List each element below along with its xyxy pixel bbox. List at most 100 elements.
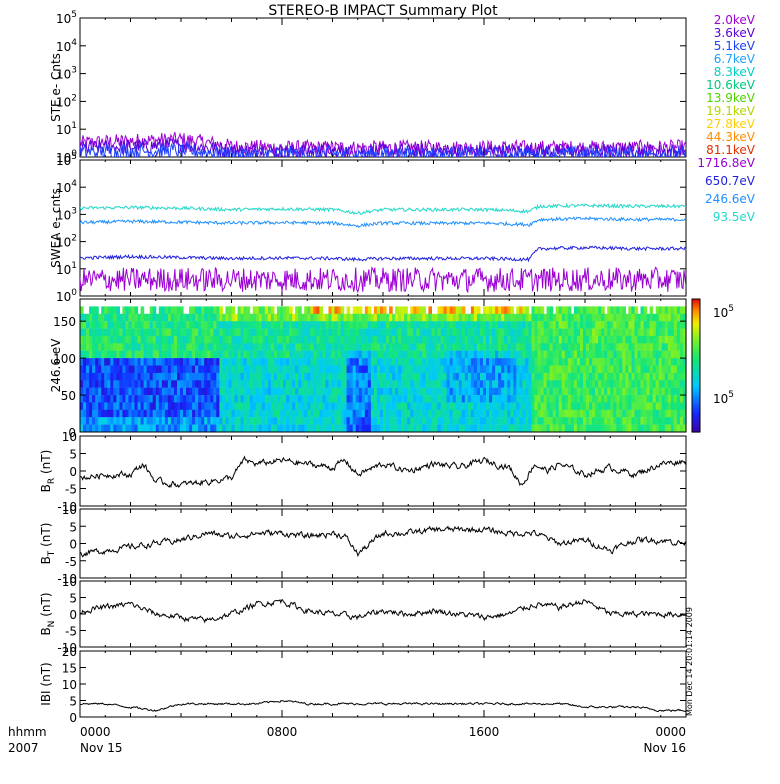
heatmap-cell xyxy=(243,350,248,359)
heatmap-cell xyxy=(219,395,223,403)
heatmap-cell xyxy=(664,350,669,359)
heatmap-cell xyxy=(192,306,196,314)
heatmap-cell xyxy=(667,365,672,374)
heatmap-cell xyxy=(228,365,233,374)
heatmap-cell xyxy=(146,313,151,322)
heatmap-cell xyxy=(667,409,672,418)
heatmap-cell xyxy=(289,335,293,344)
heatmap-cell xyxy=(170,335,175,344)
heatmap-cell xyxy=(601,335,605,344)
heatmap-cell xyxy=(419,306,423,314)
heatmap-cell xyxy=(631,306,636,314)
heatmap-cell xyxy=(219,350,223,359)
heatmap-cell xyxy=(501,424,505,433)
heatmap-cell xyxy=(152,313,157,322)
heatmap-cell xyxy=(389,387,393,396)
heatmap-cell xyxy=(458,343,463,351)
y-tick-label-ste-exp: 1 xyxy=(71,121,77,131)
heatmap-cell xyxy=(231,409,236,418)
heatmap-cell xyxy=(598,387,602,396)
heatmap-cell xyxy=(273,343,278,351)
heatmap-cell xyxy=(619,335,623,344)
heatmap-cell xyxy=(516,313,520,322)
heatmap-cell xyxy=(586,313,590,322)
heatmap-cell xyxy=(346,343,351,351)
heatmap-cell xyxy=(177,417,181,425)
heatmap-cell xyxy=(122,328,126,337)
heatmap-cell xyxy=(107,409,111,418)
heatmap-cell xyxy=(104,321,108,329)
heatmap-cell xyxy=(243,321,248,329)
heatmap-cell xyxy=(186,335,190,344)
heatmap-cell xyxy=(540,328,545,337)
heatmap-cell xyxy=(140,387,145,396)
heatmap-cell xyxy=(180,358,184,366)
heatmap-cell xyxy=(601,343,605,351)
heatmap-cell xyxy=(455,372,460,381)
heatmap-cell xyxy=(267,424,272,433)
heatmap-cell xyxy=(364,328,369,337)
y-tick-label-ste-base: 10 xyxy=(56,68,71,82)
heatmap-cell xyxy=(201,335,205,344)
heatmap-cell xyxy=(534,395,539,403)
heatmap-cell xyxy=(646,328,651,337)
heatmap-cell xyxy=(286,395,290,403)
heatmap-cell xyxy=(501,402,505,410)
heatmap-cell xyxy=(625,350,629,359)
y-axis-label-main: B xyxy=(39,556,53,564)
heatmap-cell xyxy=(498,328,502,337)
heatmap-cell xyxy=(234,358,239,366)
heatmap-cell xyxy=(573,306,578,314)
heatmap-cell xyxy=(370,380,375,388)
heatmap-cell xyxy=(280,365,284,374)
heatmap-cell xyxy=(319,365,323,374)
heatmap-cell xyxy=(661,365,666,374)
heatmap-cell xyxy=(370,328,375,337)
heatmap-cell xyxy=(373,321,378,329)
heatmap-cell xyxy=(401,372,405,381)
heatmap-cell xyxy=(655,321,660,329)
heatmap-cell xyxy=(598,417,602,425)
heatmap-cell xyxy=(528,328,532,337)
heatmap-cell xyxy=(122,387,126,396)
y-tick-label-pitch: 50 xyxy=(61,389,76,403)
heatmap-cell xyxy=(352,372,357,381)
heatmap-cell xyxy=(289,387,293,396)
heatmap-cell xyxy=(358,365,363,374)
heatmap-cell xyxy=(343,424,348,433)
heatmap-cell xyxy=(486,328,490,337)
heatmap-cell xyxy=(276,321,281,329)
heatmap-cell xyxy=(367,380,372,388)
heatmap-cell xyxy=(380,417,384,425)
heatmap-cell xyxy=(273,358,278,366)
heatmap-cell xyxy=(443,350,448,359)
heatmap-cell xyxy=(346,313,351,322)
heatmap-cell xyxy=(137,409,142,418)
heatmap-cell xyxy=(658,417,663,425)
heatmap-cell xyxy=(637,343,642,351)
heatmap-cell xyxy=(589,321,593,329)
heatmap-cell xyxy=(310,380,314,388)
heatmap-cell xyxy=(470,321,475,329)
heatmap-cell xyxy=(128,424,133,433)
heatmap-cell xyxy=(122,372,126,381)
heatmap-cell xyxy=(576,350,581,359)
heatmap-cell xyxy=(158,350,163,359)
heatmap-cell xyxy=(213,402,217,410)
heatmap-cell xyxy=(431,350,436,359)
colorbar-segment xyxy=(692,423,700,426)
heatmap-cell xyxy=(543,417,548,425)
heatmap-cell xyxy=(340,358,345,366)
heatmap-cell xyxy=(667,372,672,381)
heatmap-cell xyxy=(204,417,208,425)
heatmap-cell xyxy=(183,372,187,381)
heatmap-cell xyxy=(383,380,387,388)
heatmap-cell xyxy=(373,365,378,374)
heatmap-cell xyxy=(131,335,136,344)
heatmap-cell xyxy=(149,372,154,381)
heatmap-cell xyxy=(183,424,187,433)
heatmap-cell xyxy=(213,328,217,337)
heatmap-cell xyxy=(273,424,278,433)
heatmap-cell xyxy=(422,328,426,337)
heatmap-cell xyxy=(640,424,645,433)
